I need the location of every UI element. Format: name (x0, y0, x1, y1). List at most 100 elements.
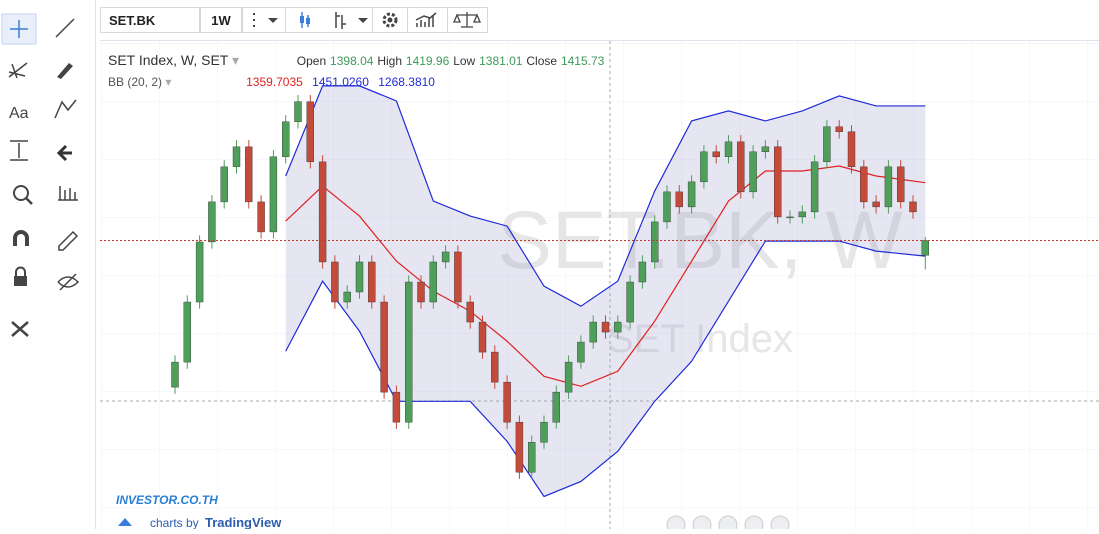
tv-logo (118, 518, 132, 526)
brush-tool[interactable] (57, 63, 73, 79)
candle-body (884, 166, 893, 208)
fib-tool[interactable] (8, 62, 28, 79)
open-label: Open (296, 54, 327, 68)
close-label: Close (526, 54, 558, 68)
candle-body (724, 141, 733, 158)
candle-body (282, 121, 290, 158)
candle-body (454, 251, 462, 303)
candle-body (638, 261, 647, 283)
stay-drawing-tool[interactable] (58, 230, 79, 251)
candle-body (491, 351, 499, 383)
candle-body (183, 301, 192, 363)
candle-body (687, 181, 696, 208)
bb-basis (285, 165, 926, 387)
zoom-in[interactable] (744, 515, 764, 529)
candle-body (761, 146, 770, 153)
candle-body (318, 161, 327, 263)
pattern-tool[interactable] (54, 99, 77, 119)
site-logo: INVESTOR.CO.TH (116, 493, 218, 507)
candle-body (355, 261, 364, 293)
candle-body (294, 101, 302, 122)
reset[interactable] (718, 515, 738, 529)
charts-by: charts by (150, 516, 199, 529)
lock-tool[interactable] (14, 276, 27, 286)
candle-body (810, 161, 819, 213)
back-tool[interactable] (56, 144, 72, 162)
bb-lower-value: 1268.3810 (378, 75, 435, 89)
candle-body (515, 421, 524, 473)
drawing-toolbar: Aa (0, 0, 96, 529)
candle-body (872, 201, 880, 208)
ruler-tool[interactable] (58, 186, 78, 201)
low-value: 1381.01 (479, 54, 523, 68)
chart-pane[interactable]: SET.BK, W SET Index INVESTOR.CO.TH chart… (100, 41, 1099, 529)
more-intervals[interactable] (242, 7, 286, 33)
remove-tool[interactable] (11, 321, 29, 337)
text-tool[interactable]: Aa (9, 105, 29, 122)
scroll-right[interactable] (770, 515, 790, 529)
series-title: SET Index, W, SET (108, 52, 229, 68)
candle-body (589, 321, 597, 343)
bb-fill (285, 85, 926, 497)
candle-body (823, 126, 831, 163)
candle-body (675, 191, 683, 208)
candle-body (835, 126, 843, 132)
candle-body (429, 261, 437, 303)
indicator-legend: BB (20, 2) ▾ 1359.7035 1451.0260 1268.38… (108, 75, 435, 89)
candle-body (195, 241, 204, 303)
watermark-description: SET Index (607, 317, 793, 361)
candle-body (441, 251, 450, 263)
candle-body (380, 301, 388, 393)
indicators-button[interactable] (407, 7, 448, 33)
candle-body (577, 341, 585, 363)
zoom-tool[interactable] (13, 185, 29, 201)
candle-body (478, 321, 487, 353)
candle-body (564, 361, 573, 393)
background-grid (100, 41, 1099, 529)
top-toolbar: SET.BK 1W (100, 0, 1099, 41)
candle-body (257, 201, 265, 233)
candle-body (663, 191, 671, 223)
bb-lower (285, 240, 926, 498)
candle-body (552, 391, 560, 423)
candle-body (466, 301, 474, 323)
bars-style[interactable] (335, 12, 346, 29)
open-value: 1398.04 (330, 54, 374, 68)
symbol-input[interactable]: SET.BK (100, 7, 200, 33)
low-label: Low (453, 54, 476, 68)
chart-style[interactable] (285, 7, 373, 33)
candle-body (540, 421, 548, 443)
hide-tool[interactable] (57, 273, 80, 291)
candle-body (909, 201, 917, 213)
series-plot (100, 85, 1099, 498)
candle-body (798, 211, 806, 218)
candle-body (651, 221, 659, 263)
candle-body (626, 281, 634, 323)
candle-body (392, 391, 401, 423)
candle-body (614, 321, 622, 333)
toolbar-buttons (242, 7, 488, 33)
brand: TradingView (205, 515, 282, 529)
close-value: 1415.73 (560, 54, 605, 68)
candle-body (405, 281, 413, 423)
candle-body (528, 442, 536, 473)
high-label: High (377, 54, 403, 68)
candle-body (232, 146, 241, 168)
candle-body (417, 281, 425, 303)
interval-button[interactable]: 1W (200, 7, 242, 33)
candle-body (269, 156, 278, 233)
zoom-out[interactable] (692, 515, 712, 529)
candle-body (245, 146, 253, 203)
magnet-tool[interactable] (13, 230, 29, 246)
scroll-left[interactable] (666, 515, 686, 529)
candle-body (503, 381, 511, 423)
candle-body (786, 216, 794, 219)
candle-body (712, 151, 720, 158)
crosshair-icon (10, 20, 28, 38)
candle-body (171, 361, 179, 388)
measure-tool[interactable] (10, 140, 28, 161)
candle-body (343, 291, 351, 303)
candle-body (860, 166, 868, 203)
candle-body (774, 146, 782, 218)
trendline-tool[interactable] (55, 18, 75, 38)
